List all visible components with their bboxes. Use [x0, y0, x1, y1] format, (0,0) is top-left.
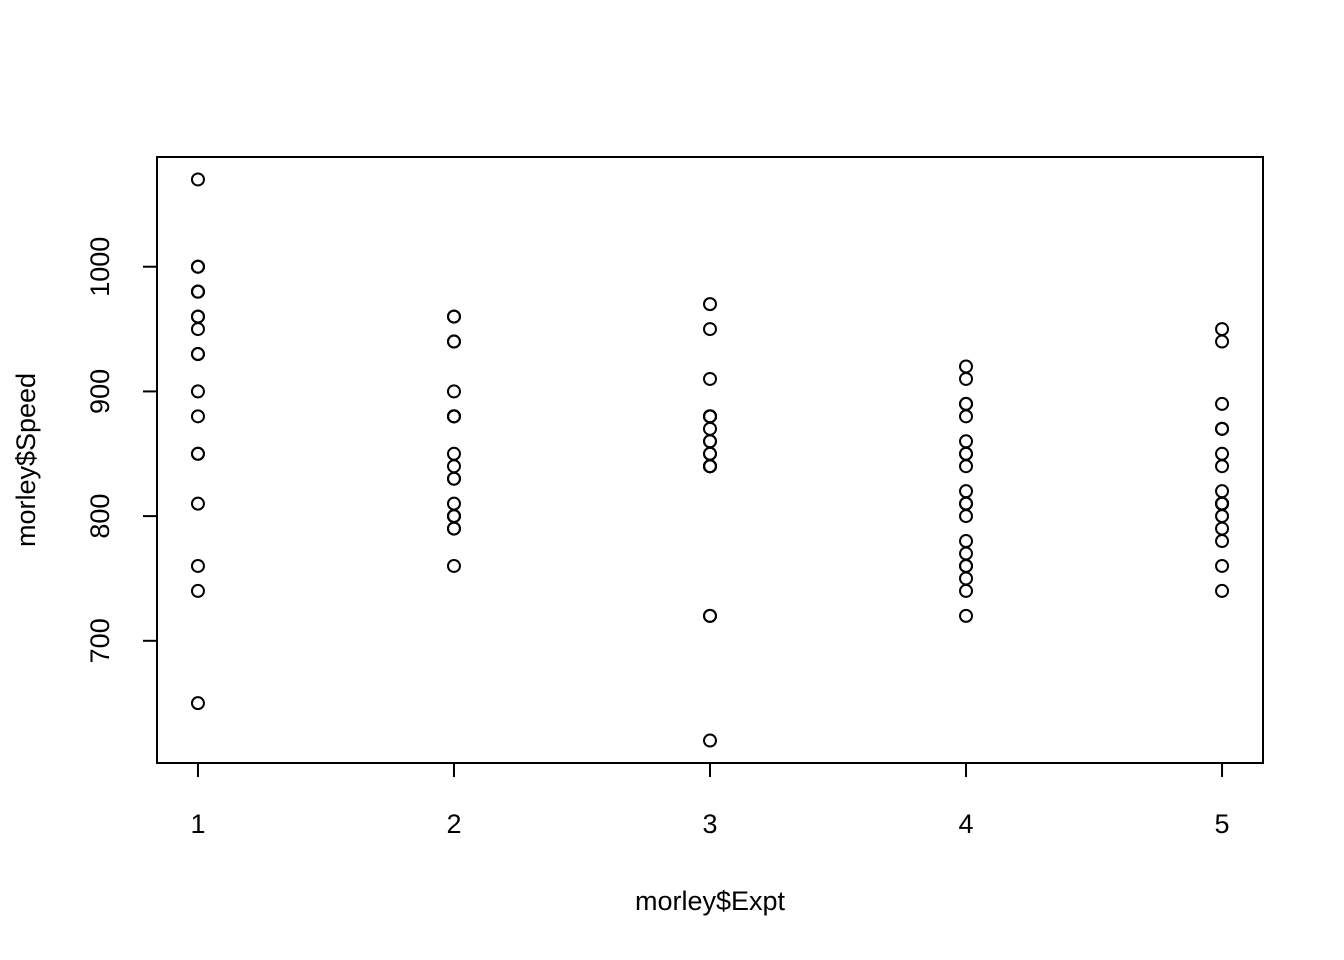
data-point: [190, 322, 205, 337]
data-point: [1215, 446, 1230, 461]
data-point: [703, 446, 717, 461]
data-point: [959, 371, 974, 386]
data-point: [446, 446, 461, 461]
data-point: [446, 521, 461, 536]
data-point: [1215, 521, 1230, 536]
data-point: [959, 484, 974, 499]
data-point: [190, 384, 205, 399]
y-tick-label: 1000: [85, 237, 115, 297]
data-point: [1215, 496, 1230, 511]
data-point: [190, 696, 205, 711]
data-point: [1215, 459, 1230, 474]
data-point: [959, 446, 974, 461]
x-axis-label: morley$Expt: [635, 886, 786, 916]
data-point: [959, 608, 974, 623]
data-point: [1215, 534, 1230, 549]
data-point: [959, 558, 974, 573]
data-point: [1215, 334, 1230, 349]
data-point: [1215, 421, 1230, 436]
data-point: [446, 496, 461, 511]
x-tick-label: 5: [1215, 809, 1230, 839]
data-points: [190, 172, 1230, 748]
data-point: [1215, 558, 1230, 573]
data-point: [959, 409, 974, 424]
data-point: [959, 571, 974, 586]
data-point: [703, 297, 717, 312]
data-point: [446, 471, 461, 486]
data-point: [703, 421, 717, 436]
y-axis: 700 800 900 1000: [85, 237, 158, 663]
data-point: [190, 583, 205, 598]
data-point: [959, 434, 974, 449]
data-point: [959, 396, 974, 411]
data-point: [703, 434, 717, 449]
data-point: [959, 546, 974, 561]
data-point: [446, 459, 461, 474]
data-point: [446, 309, 461, 324]
x-tick-label: 4: [959, 809, 974, 839]
data-point: [703, 409, 717, 424]
data-point: [1215, 509, 1230, 524]
data-point: [190, 558, 205, 573]
data-point: [446, 334, 461, 349]
data-point: [959, 359, 974, 374]
data-point: [703, 459, 717, 474]
data-point: [190, 496, 205, 511]
data-point: [190, 409, 205, 424]
data-point: [1215, 583, 1230, 598]
data-point: [1215, 322, 1230, 337]
data-point: [959, 509, 974, 524]
x-tick-label: 1: [190, 809, 205, 839]
data-point: [190, 284, 205, 299]
data-point: [446, 409, 461, 424]
data-point: [190, 259, 205, 274]
data-point: [1215, 396, 1230, 411]
y-tick-label: 700: [85, 618, 115, 663]
data-point: [703, 371, 717, 386]
x-tick-label: 2: [446, 809, 461, 839]
data-point: [1215, 484, 1230, 499]
data-point: [190, 446, 205, 461]
data-point: [703, 322, 717, 337]
y-tick-label: 800: [85, 494, 115, 539]
data-point: [446, 558, 461, 573]
data-point: [959, 459, 974, 474]
data-point: [959, 583, 974, 598]
data-point: [446, 384, 461, 399]
data-point: [190, 172, 205, 187]
y-tick-label: 900: [85, 369, 115, 414]
data-point: [446, 509, 461, 524]
x-axis: 1 2 3 4 5: [190, 762, 1230, 839]
data-point: [703, 733, 717, 748]
data-point: [190, 347, 205, 362]
x-tick-label: 3: [702, 809, 717, 839]
data-point: [959, 534, 974, 549]
data-point: [703, 608, 717, 623]
data-point: [959, 496, 974, 511]
data-point: [190, 309, 205, 324]
y-axis-label: morley$Speed: [11, 373, 41, 547]
